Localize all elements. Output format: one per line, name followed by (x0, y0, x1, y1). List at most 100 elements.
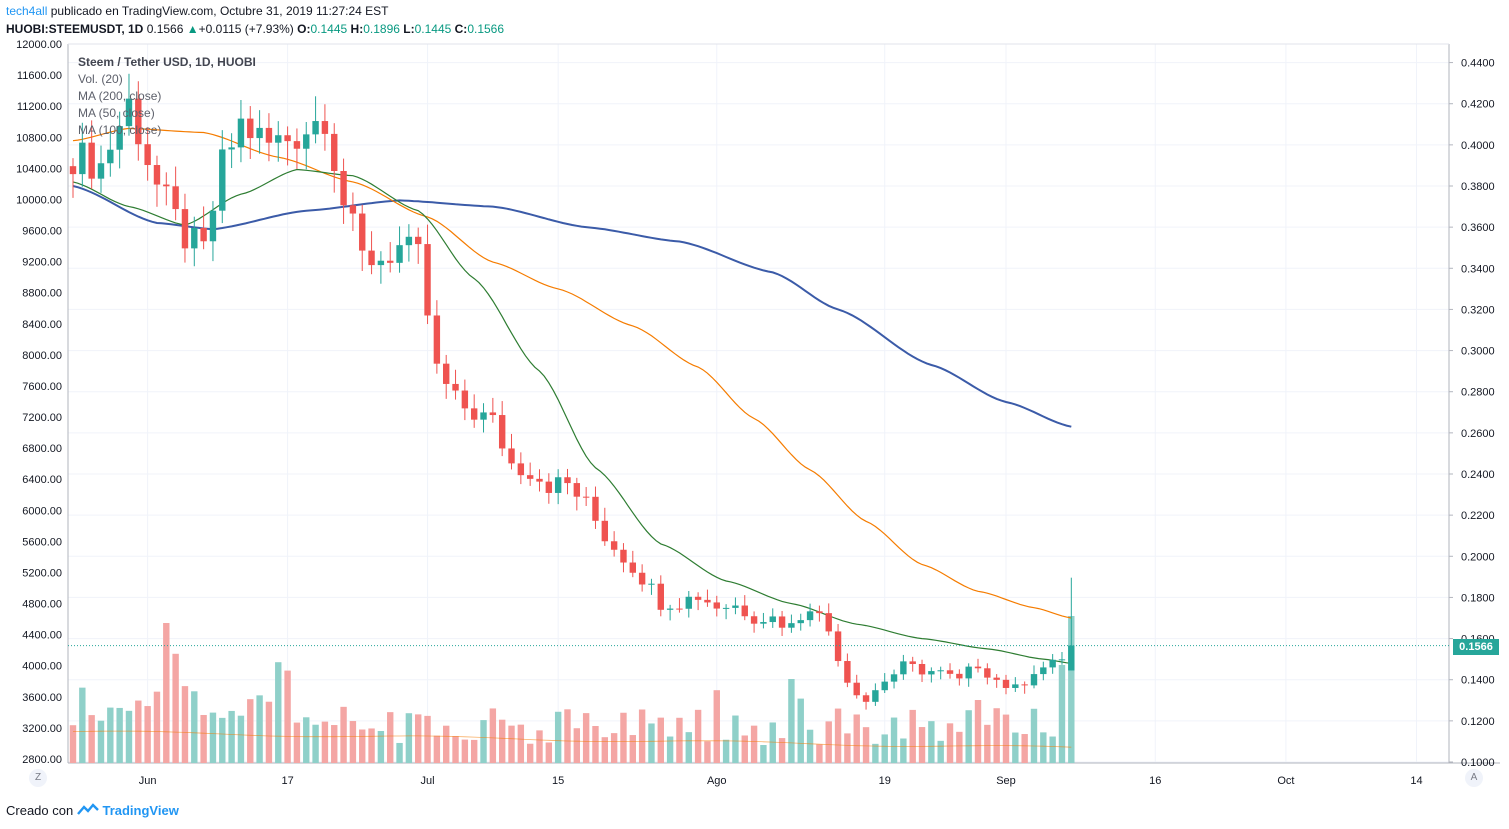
candle-body (545, 481, 553, 493)
volume-bar (508, 725, 515, 763)
volume-bar (648, 723, 655, 763)
x-tick-label: 15 (552, 775, 564, 787)
volume-bar (424, 715, 431, 763)
left-tick-label: 9600.00 (22, 226, 62, 238)
right-tick-label: 0.2000 (1461, 551, 1495, 563)
x-tick-label: Ago (707, 775, 727, 787)
x-tick-label: Jul (421, 775, 435, 787)
volume-bar (1002, 714, 1010, 763)
candle-body (443, 363, 450, 384)
volume-bar (564, 709, 571, 763)
candle-body (676, 608, 683, 610)
zoom-button[interactable]: Z (29, 769, 47, 787)
last-price: 0.1566 (146, 22, 184, 36)
author-link[interactable]: tech4all (6, 4, 48, 18)
ma200-line (72, 185, 1072, 428)
candle-body (247, 118, 254, 139)
volume-bar (722, 739, 730, 763)
candle-body (340, 171, 347, 206)
candle-body (1030, 674, 1038, 686)
tradingview-brand-link[interactable]: TradingView (102, 803, 179, 818)
right-tick-label: 0.3200 (1461, 304, 1495, 316)
volume-bar (704, 741, 711, 763)
volume-bar (461, 739, 469, 763)
left-tick-label: 7600.00 (22, 381, 62, 393)
volume-bar (816, 744, 823, 763)
candle-body (368, 250, 375, 266)
candle-body (1021, 684, 1028, 686)
price-change: +0.0115 (+7.93%) (198, 22, 294, 36)
candle-body (405, 236, 413, 246)
volume-bar (862, 727, 870, 763)
candle-body (592, 496, 599, 521)
symbol-info: HUOBI:STEEMUSDT, 1D 0.1566 ▲+0.0115 (+7.… (6, 22, 504, 36)
x-tick-label: 17 (281, 775, 293, 787)
volume-bar (629, 735, 636, 763)
volume-bar (172, 653, 179, 763)
legend-volume[interactable]: Vol. (20) (78, 72, 123, 86)
volume-bar (470, 739, 478, 763)
volume-bar (359, 729, 366, 763)
candle-body (1058, 659, 1066, 661)
volume-bar (163, 623, 170, 763)
volume-bar (312, 724, 319, 763)
volume-bar (144, 706, 151, 763)
candle-body (172, 186, 179, 210)
volume-bar (69, 725, 77, 763)
volume-bar (405, 713, 413, 763)
footer: Creado con TradingView (6, 803, 179, 820)
right-tick-label: 0.4000 (1461, 140, 1495, 152)
candle-body (993, 677, 1000, 680)
publish-text: publicado en TradingView.com, Octubre 31… (50, 4, 389, 18)
legend-ma200[interactable]: MA (200, close) (78, 89, 162, 103)
candle-body (750, 616, 758, 624)
candle-body (564, 477, 571, 484)
volume-bar (769, 722, 776, 763)
candle-body (816, 611, 823, 614)
volume-bar (452, 736, 459, 763)
right-tick-label: 0.1000 (1461, 757, 1495, 769)
volume-bar (265, 701, 273, 763)
right-tick-label: 0.2400 (1461, 469, 1495, 481)
volume-bar (890, 717, 898, 763)
volume-bar (88, 715, 95, 763)
candle-body (741, 605, 748, 617)
candle-body (107, 149, 114, 164)
candle-body (713, 602, 720, 609)
candle-body (303, 134, 310, 149)
candle-body (144, 144, 151, 166)
candle-body (424, 244, 431, 316)
volume-bar (97, 720, 105, 763)
volume-bar (321, 721, 329, 763)
candle-body (1040, 667, 1047, 675)
candle-body (387, 260, 394, 263)
candle-body (629, 562, 636, 573)
volume-bar (377, 730, 385, 763)
left-tick-label: 11600.00 (17, 70, 62, 82)
candle-body (116, 126, 123, 150)
candle-body (1002, 679, 1010, 688)
x-tick-label: 19 (879, 775, 891, 787)
volume-bar (387, 712, 394, 763)
volume-bar (443, 725, 450, 763)
candle-body (275, 135, 282, 143)
auto-scale-button[interactable]: A (1465, 769, 1483, 787)
volume-bar (834, 708, 842, 763)
legend-title: Steem / Tether USD, 1D, HUOBI (78, 55, 256, 69)
volume-bar (918, 727, 926, 763)
volume-bar (275, 662, 282, 763)
volume-bar (1068, 616, 1075, 763)
volume-ma-line (72, 730, 1072, 748)
volume-bar (713, 690, 720, 763)
legend-ma100[interactable]: MA (100, close) (78, 123, 162, 137)
candle-body (797, 620, 804, 624)
legend-ma50[interactable]: MA (50, close) (78, 106, 155, 120)
candle-body (657, 583, 664, 610)
volume-bar (760, 745, 767, 763)
right-tick-label: 0.3800 (1461, 181, 1495, 193)
left-tick-label: 6800.00 (22, 443, 62, 455)
right-tick-label: 0.2200 (1461, 510, 1495, 522)
volume-bar (937, 740, 944, 763)
candle-body (293, 141, 301, 149)
